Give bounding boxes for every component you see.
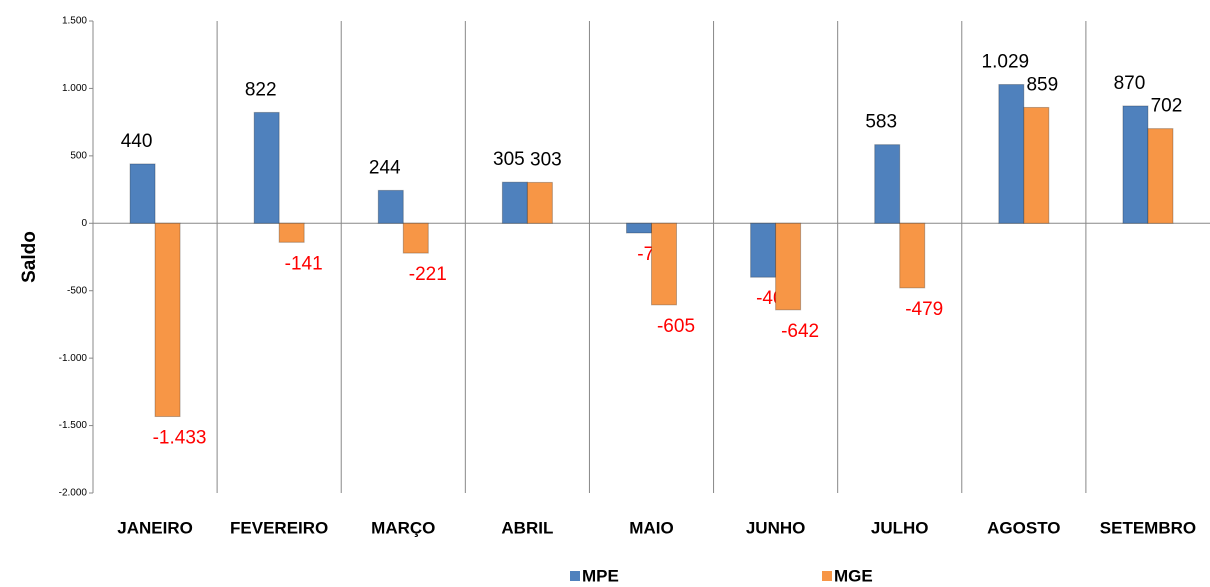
bar [1122,105,1149,224]
value-label: -605 [657,316,695,337]
y-tick-label: 500 [70,150,87,161]
bar [750,222,777,278]
bar [651,222,677,306]
value-label: 305 [493,149,525,170]
bar [402,222,429,254]
value-label: 702 [1151,96,1183,117]
bar [874,144,901,224]
value-label: 303 [530,149,562,170]
bar [626,222,652,234]
bar [899,222,926,289]
y-tick-label: 1.000 [62,83,87,94]
y-tick-label: -1.500 [59,420,88,431]
value-label: -479 [905,299,943,320]
legend-label: MPE [582,566,619,585]
value-label: -642 [781,321,819,342]
bar [998,84,1025,224]
bar [253,111,280,224]
bar [154,222,181,418]
bar [278,222,305,243]
x-tick-label: FEVEREIRO [230,518,328,537]
value-label: 870 [1114,73,1146,94]
bar [501,181,528,224]
bar [1023,106,1050,224]
x-tick-label: SETEMBRO [1100,518,1196,537]
bar [377,189,404,224]
x-tick-label: MAIO [629,518,673,537]
y-tick-label: -2.000 [59,488,88,499]
legend-label: MGE [834,566,873,585]
y-axis-label: Saldo [19,231,40,283]
bar [775,222,802,311]
x-tick-label: MARÇO [371,518,435,537]
value-label: 583 [865,112,897,133]
value-label: -221 [409,264,447,285]
y-tick-label: -500 [67,285,87,296]
value-label: -1.433 [153,428,207,449]
value-label: 440 [121,131,153,152]
value-label: 1.029 [982,52,1030,73]
x-tick-label: JULHO [871,518,929,537]
y-tick-label: 1.500 [62,16,87,27]
x-tick-label: JUNHO [746,518,806,537]
legend-swatch [822,571,832,581]
bar [1147,128,1174,224]
y-tick-label: -1.000 [59,353,88,364]
value-label: 859 [1026,74,1058,95]
bar [129,163,156,224]
x-tick-label: AGOSTO [987,518,1060,537]
value-label: -141 [285,253,323,274]
value-label: 244 [369,157,401,178]
bar [526,181,553,224]
x-tick-label: JANEIRO [117,518,193,537]
y-tick-label: 0 [81,218,87,229]
value-label: 822 [245,79,277,100]
x-tick-label: ABRIL [501,518,553,537]
legend-swatch [570,571,580,581]
